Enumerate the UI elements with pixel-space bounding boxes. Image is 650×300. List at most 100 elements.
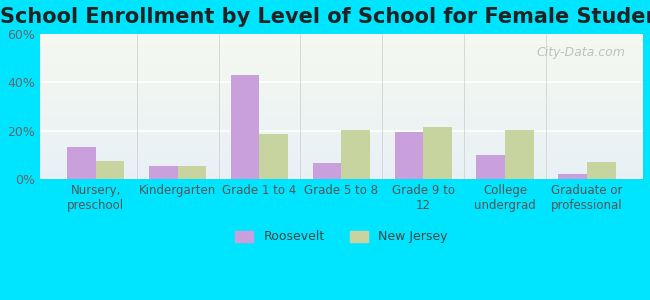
Bar bbox=[40, 64, 643, 66]
Bar bbox=[40, 115, 643, 117]
Bar bbox=[476, 155, 505, 179]
Bar bbox=[96, 161, 124, 179]
Bar bbox=[40, 92, 643, 94]
Bar bbox=[40, 152, 643, 153]
Bar bbox=[40, 99, 643, 101]
Bar bbox=[40, 105, 643, 106]
Bar bbox=[40, 153, 643, 154]
Bar bbox=[40, 69, 643, 70]
Text: City-Data.com: City-Data.com bbox=[536, 46, 625, 59]
Bar bbox=[40, 127, 643, 128]
Bar bbox=[40, 98, 643, 99]
Bar bbox=[40, 50, 643, 52]
Bar bbox=[40, 79, 643, 80]
Bar bbox=[40, 106, 643, 108]
Bar bbox=[231, 75, 259, 179]
Bar bbox=[40, 117, 643, 118]
Bar bbox=[40, 104, 643, 105]
Bar bbox=[40, 147, 643, 149]
Bar bbox=[40, 78, 643, 79]
Bar bbox=[505, 130, 534, 179]
Bar bbox=[40, 72, 643, 73]
Bar bbox=[40, 158, 643, 159]
Bar bbox=[40, 114, 643, 115]
Bar bbox=[40, 121, 643, 123]
Bar bbox=[40, 68, 643, 69]
Bar bbox=[40, 168, 643, 169]
Bar bbox=[40, 59, 643, 60]
Bar bbox=[40, 97, 643, 98]
Bar bbox=[40, 178, 643, 179]
Bar bbox=[40, 57, 643, 59]
Bar bbox=[40, 37, 643, 38]
Bar bbox=[40, 128, 643, 130]
Bar bbox=[40, 112, 643, 114]
Bar bbox=[40, 140, 643, 142]
Bar bbox=[40, 38, 643, 40]
Bar bbox=[40, 44, 643, 46]
Bar bbox=[40, 85, 643, 86]
Bar bbox=[40, 102, 643, 104]
Bar bbox=[40, 41, 643, 43]
Bar bbox=[40, 88, 643, 89]
Bar bbox=[40, 169, 643, 170]
Bar bbox=[40, 52, 643, 53]
Bar bbox=[40, 108, 643, 110]
Bar bbox=[40, 136, 643, 137]
Bar bbox=[40, 75, 643, 76]
Bar bbox=[395, 132, 423, 179]
Bar bbox=[40, 134, 643, 136]
Bar bbox=[40, 149, 643, 150]
Bar bbox=[40, 54, 643, 56]
Bar bbox=[40, 89, 643, 91]
Bar bbox=[40, 94, 643, 95]
Bar bbox=[40, 34, 643, 35]
Title: School Enrollment by Level of School for Female Students: School Enrollment by Level of School for… bbox=[0, 7, 650, 27]
Bar bbox=[40, 49, 643, 50]
Bar bbox=[40, 154, 643, 156]
Bar bbox=[40, 124, 643, 125]
Bar bbox=[40, 73, 643, 75]
Bar bbox=[40, 130, 643, 131]
Bar bbox=[40, 162, 643, 163]
Bar bbox=[40, 60, 643, 62]
Bar bbox=[40, 166, 643, 168]
Bar bbox=[40, 133, 643, 134]
Bar bbox=[40, 95, 643, 97]
Bar bbox=[40, 40, 643, 41]
Bar bbox=[40, 53, 643, 54]
Bar bbox=[40, 144, 643, 146]
Bar bbox=[40, 47, 643, 49]
Bar bbox=[67, 146, 96, 179]
Bar bbox=[40, 35, 643, 37]
Bar bbox=[40, 120, 643, 121]
Bar bbox=[40, 173, 643, 175]
Bar bbox=[558, 174, 587, 179]
Bar bbox=[40, 63, 643, 64]
Bar bbox=[40, 139, 643, 140]
Bar bbox=[40, 80, 643, 82]
Bar bbox=[40, 131, 643, 133]
Bar bbox=[40, 83, 643, 85]
Bar bbox=[40, 159, 643, 160]
Bar bbox=[587, 162, 616, 179]
Bar bbox=[40, 176, 643, 178]
Bar bbox=[259, 134, 288, 179]
Bar bbox=[40, 46, 643, 47]
Bar bbox=[40, 170, 643, 172]
Bar bbox=[40, 143, 643, 144]
Bar bbox=[40, 150, 643, 152]
Bar bbox=[40, 86, 643, 88]
Bar bbox=[40, 156, 643, 158]
Bar bbox=[40, 142, 643, 143]
Bar bbox=[40, 66, 643, 68]
Bar bbox=[40, 172, 643, 173]
Bar bbox=[177, 166, 206, 179]
Bar bbox=[40, 76, 643, 78]
Bar bbox=[40, 56, 643, 57]
Bar bbox=[341, 130, 370, 179]
Bar bbox=[40, 101, 643, 102]
Bar bbox=[40, 43, 643, 44]
Bar bbox=[40, 70, 643, 72]
Bar bbox=[40, 137, 643, 139]
